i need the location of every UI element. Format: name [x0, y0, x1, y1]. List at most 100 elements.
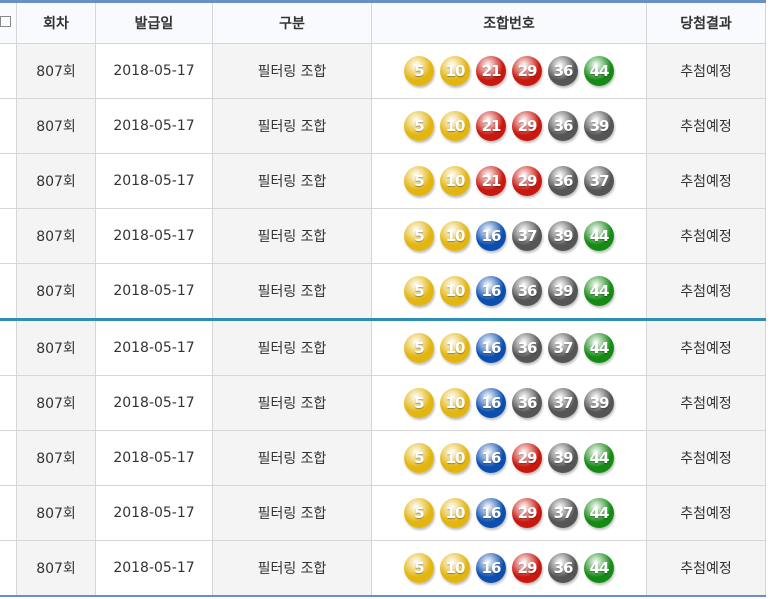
type-cell: 필터링 조합	[212, 485, 372, 541]
lotto-ball: 5	[404, 276, 434, 306]
lotto-ball: 39	[548, 276, 578, 306]
lotto-ball: 5	[404, 111, 434, 141]
table-row: 807회 2018-05-17 필터링 조합 5 10 16 29 37 44 추첨예정	[0, 485, 766, 541]
row-select-cell[interactable]	[0, 540, 17, 597]
lotto-ball: 10	[440, 56, 470, 86]
row-select-cell[interactable]	[0, 43, 17, 99]
row-select-cell[interactable]	[0, 318, 17, 376]
lotto-ball: 44	[584, 498, 614, 528]
lotto-ball: 37	[548, 498, 578, 528]
lotto-ball: 16	[476, 498, 506, 528]
lotto-ball: 5	[404, 498, 434, 528]
lotto-ball: 16	[476, 443, 506, 473]
lotto-ball: 29	[512, 553, 542, 583]
numbers-cell: 5 10 16 36 37 44	[371, 318, 647, 376]
round-cell: 807회	[16, 318, 96, 376]
result-cell: 추첨예정	[646, 318, 766, 376]
table-row: 807회 2018-05-17 필터링 조합 5 10 16 29 39 44 추첨예정	[0, 430, 766, 486]
lotto-ball: 29	[512, 111, 542, 141]
lotto-ball: 37	[548, 388, 578, 418]
row-select-cell[interactable]	[0, 263, 17, 320]
numbers-cell: 5 10 21 29 36 44	[371, 43, 647, 99]
numbers-cell: 5 10 16 29 37 44	[371, 485, 647, 541]
lotto-ball: 36	[548, 111, 578, 141]
lotto-ball: 10	[440, 276, 470, 306]
checkbox[interactable]	[0, 16, 11, 27]
date-cell: 2018-05-17	[95, 43, 213, 99]
header-issue-date: 발급일	[95, 0, 213, 44]
lotto-ball: 16	[476, 553, 506, 583]
lotto-ball: 5	[404, 56, 434, 86]
date-cell: 2018-05-17	[95, 540, 213, 597]
type-cell: 필터링 조합	[212, 263, 372, 320]
row-select-cell[interactable]	[0, 430, 17, 486]
lotto-ball: 37	[512, 221, 542, 251]
date-cell: 2018-05-17	[95, 430, 213, 486]
table-row: 807회 2018-05-17 필터링 조합 5 10 21 29 36 37 추첨예정	[0, 153, 766, 209]
lotto-ball: 10	[440, 111, 470, 141]
lotto-ball: 5	[404, 388, 434, 418]
table-row: 807회 2018-05-17 필터링 조합 5 10 16 29 36 44 추첨예정	[0, 540, 766, 597]
lotto-ball: 10	[440, 553, 470, 583]
type-cell: 필터링 조합	[212, 318, 372, 376]
lotto-ball: 39	[584, 388, 614, 418]
round-cell: 807회	[16, 208, 96, 264]
numbers-cell: 5 10 21 29 36 39	[371, 98, 647, 154]
lotto-ball: 10	[440, 443, 470, 473]
result-cell: 추첨예정	[646, 263, 766, 320]
header-result: 당첨결과	[646, 0, 766, 44]
lotto-ball: 44	[584, 443, 614, 473]
lotto-ball: 16	[476, 221, 506, 251]
row-select-cell[interactable]	[0, 485, 17, 541]
lotto-ball: 44	[584, 221, 614, 251]
result-cell: 추첨예정	[646, 375, 766, 431]
round-cell: 807회	[16, 430, 96, 486]
lotto-ball: 44	[584, 56, 614, 86]
type-cell: 필터링 조합	[212, 430, 372, 486]
lotto-ball: 36	[512, 333, 542, 363]
row-select-cell[interactable]	[0, 375, 17, 431]
header-numbers: 조합번호	[371, 0, 647, 44]
result-cell: 추첨예정	[646, 485, 766, 541]
row-select-cell[interactable]	[0, 98, 17, 154]
type-cell: 필터링 조합	[212, 98, 372, 154]
lotto-ball: 16	[476, 276, 506, 306]
round-cell: 807회	[16, 540, 96, 597]
date-cell: 2018-05-17	[95, 318, 213, 376]
numbers-cell: 5 10 16 36 37 39	[371, 375, 647, 431]
lotto-ball: 10	[440, 388, 470, 418]
round-cell: 807회	[16, 43, 96, 99]
row-select-cell[interactable]	[0, 153, 17, 209]
type-cell: 필터링 조합	[212, 375, 372, 431]
lotto-ball: 5	[404, 553, 434, 583]
row-select-cell[interactable]	[0, 208, 17, 264]
round-cell: 807회	[16, 263, 96, 320]
lotto-ball: 5	[404, 221, 434, 251]
result-cell: 추첨예정	[646, 208, 766, 264]
lotto-ball: 44	[584, 276, 614, 306]
header-round: 회차	[16, 0, 96, 44]
lotto-ball: 16	[476, 333, 506, 363]
table-row: 807회 2018-05-17 필터링 조합 5 10 16 36 37 44 추첨예정	[0, 318, 766, 376]
lotto-ball: 39	[548, 221, 578, 251]
select-all-header[interactable]	[0, 0, 17, 44]
lotto-ball: 37	[584, 166, 614, 196]
date-cell: 2018-05-17	[95, 485, 213, 541]
lotto-ball: 29	[512, 443, 542, 473]
type-cell: 필터링 조합	[212, 208, 372, 264]
lotto-ball: 36	[548, 166, 578, 196]
numbers-cell: 5 10 21 29 36 37	[371, 153, 647, 209]
result-cell: 추첨예정	[646, 540, 766, 597]
lotto-ball: 21	[476, 166, 506, 196]
lotto-ball: 5	[404, 333, 434, 363]
lotto-ball: 39	[548, 443, 578, 473]
lotto-ball: 29	[512, 56, 542, 86]
date-cell: 2018-05-17	[95, 153, 213, 209]
date-cell: 2018-05-17	[95, 208, 213, 264]
round-cell: 807회	[16, 485, 96, 541]
table-row: 807회 2018-05-17 필터링 조합 5 10 16 36 39 44 추첨예정	[0, 263, 766, 320]
lotto-ball: 21	[476, 111, 506, 141]
result-cell: 추첨예정	[646, 153, 766, 209]
date-cell: 2018-05-17	[95, 263, 213, 320]
